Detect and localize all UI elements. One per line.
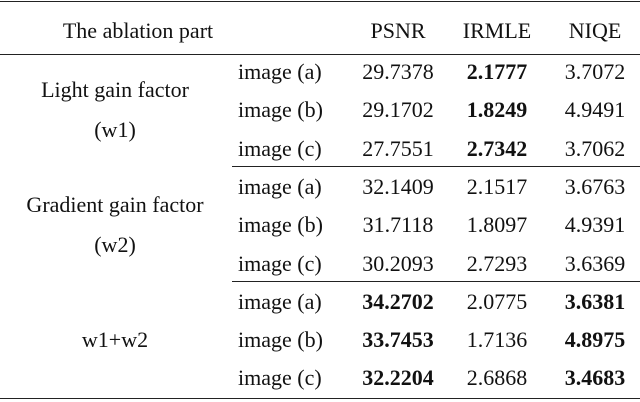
value-cell: 27.7551	[362, 135, 434, 161]
value-cell: 34.2702	[362, 288, 434, 314]
header-cell: IRMLE	[462, 18, 532, 43]
value-cell: 29.7378	[362, 59, 434, 84]
value-cell: 4.9491	[564, 97, 626, 123]
image-label: image (c)	[238, 135, 322, 161]
group-label: (w2)	[94, 232, 136, 258]
value-cell: 3.4683	[564, 365, 626, 391]
value-cell: 1.8249	[466, 97, 528, 123]
value-cell: 2.7293	[466, 250, 528, 276]
value-cell: 4.8975	[564, 327, 626, 353]
top-rule	[0, 1, 640, 2]
image-label: image (c)	[238, 365, 322, 391]
value-cell: 32.2204	[362, 365, 434, 391]
value-cell: 30.2093	[362, 250, 434, 276]
group-label: (w1)	[94, 117, 136, 143]
image-label: image (b)	[238, 212, 323, 238]
value-cell: 4.9391	[564, 212, 626, 238]
value-cell: 33.7453	[362, 327, 434, 353]
bottom-rule	[0, 398, 640, 399]
image-label: image (a)	[238, 173, 322, 199]
header-cell: PSNR	[370, 18, 426, 43]
value-cell: 31.7118	[362, 212, 434, 238]
header-cell: NIQE	[568, 18, 622, 43]
group-label: w1+w2	[81, 327, 149, 353]
header-rule	[0, 54, 640, 55]
value-cell: 3.6763	[564, 173, 626, 199]
value-cell: 3.6381	[564, 288, 626, 314]
value-cell: 32.1409	[362, 173, 434, 199]
value-cell: 2.7342	[466, 135, 528, 161]
value-cell: 3.7062	[564, 135, 626, 161]
image-label: image (a)	[238, 288, 322, 314]
group-label: Light gain factor	[41, 77, 189, 103]
value-cell: 2.0775	[466, 288, 528, 314]
image-label: image (a)	[238, 59, 322, 84]
value-cell: 1.7136	[466, 327, 528, 353]
value-cell: 2.1777	[466, 59, 528, 84]
value-cell: 2.6868	[466, 365, 528, 391]
group-rule	[232, 166, 640, 167]
image-label: image (b)	[238, 327, 323, 353]
header-cell: The ablation part	[62, 18, 214, 43]
value-cell: 29.1702	[362, 97, 434, 123]
value-cell: 1.8097	[466, 212, 528, 238]
value-cell: 3.7072	[564, 59, 626, 84]
group-rule	[232, 281, 640, 282]
value-cell: 2.1517	[466, 173, 528, 199]
group-label: Gradient gain factor	[26, 192, 204, 218]
image-label: image (b)	[238, 97, 323, 123]
image-label: image (c)	[238, 250, 322, 276]
value-cell: 3.6369	[564, 250, 626, 276]
